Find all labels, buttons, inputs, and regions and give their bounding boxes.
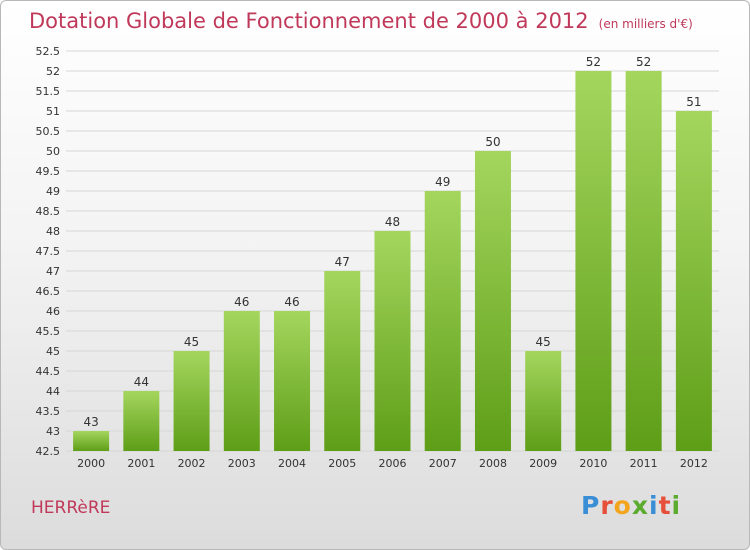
value-label: 47 xyxy=(335,255,350,269)
bar-2012 xyxy=(675,111,712,451)
bar-2010 xyxy=(575,71,612,451)
proxiti-logo[interactable]: Proxiti xyxy=(581,491,681,520)
x-tick-label: 2010 xyxy=(579,457,607,470)
value-label: 46 xyxy=(284,295,299,309)
y-tick-label: 52.5 xyxy=(36,45,61,58)
x-tick-label: 2006 xyxy=(379,457,407,470)
y-tick-label: 44.5 xyxy=(36,365,61,378)
bar-2007 xyxy=(424,191,461,451)
y-tick-label: 43 xyxy=(46,425,60,438)
y-tick-label: 51.5 xyxy=(36,85,61,98)
title-text: Dotation Globale de Fonctionnement de 20… xyxy=(29,9,589,33)
y-tick-label: 50 xyxy=(46,145,60,158)
value-label: 50 xyxy=(485,135,500,149)
x-axis-ticks: 2000 2001 2002 2003 2004 2005 2006 2007 2008 2009… xyxy=(77,457,708,470)
value-label: 52 xyxy=(636,55,651,69)
x-tick-label: 2003 xyxy=(228,457,256,470)
logo-letter: o xyxy=(613,491,632,520)
y-tick-label: 50.5 xyxy=(36,125,61,138)
logo-letter: i xyxy=(671,491,682,520)
x-tick-label: 2007 xyxy=(429,457,457,470)
y-tick-label: 48.5 xyxy=(36,205,61,218)
value-label: 52 xyxy=(586,55,601,69)
y-tick-label: 49.5 xyxy=(36,165,61,178)
x-tick-label: 2001 xyxy=(127,457,155,470)
value-label: 48 xyxy=(385,215,400,229)
chart-title: Dotation Globale de Fonctionnement de 20… xyxy=(29,9,693,33)
bar-2011 xyxy=(625,71,662,451)
x-tick-label: 2012 xyxy=(680,457,708,470)
y-tick-label: 49 xyxy=(46,185,60,198)
logo-letter: x xyxy=(631,491,649,520)
x-tick-label: 2005 xyxy=(328,457,356,470)
value-label: 45 xyxy=(536,335,551,349)
logo-letter: P xyxy=(581,491,601,520)
bar-2003 xyxy=(223,311,260,451)
x-tick-label: 2008 xyxy=(479,457,507,470)
bar-2001 xyxy=(123,391,160,451)
x-tick-label: 2002 xyxy=(178,457,206,470)
y-tick-label: 43.5 xyxy=(36,405,61,418)
y-tick-label: 48 xyxy=(46,225,60,238)
bar-2000 xyxy=(73,431,110,451)
value-labels: 43 44 45 46 46 47 48 49 50 45 52 52 51 xyxy=(83,55,701,429)
value-label: 43 xyxy=(83,415,98,429)
value-label: 49 xyxy=(435,175,450,189)
x-tick-label: 2009 xyxy=(529,457,557,470)
logo-letter: t xyxy=(658,491,672,520)
y-tick-label: 44 xyxy=(46,385,60,398)
commune-name: HERRèRE xyxy=(31,498,111,518)
bar-2002 xyxy=(173,351,210,451)
value-label: 44 xyxy=(134,375,149,389)
y-tick-label: 42.5 xyxy=(36,445,61,458)
bar-2005 xyxy=(324,271,361,451)
y-tick-label: 45 xyxy=(46,345,60,358)
y-tick-label: 45.5 xyxy=(36,325,61,338)
bar-2006 xyxy=(374,231,411,451)
y-tick-label: 51 xyxy=(46,105,60,118)
unit-label: (en milliers d'€) xyxy=(598,17,693,31)
y-tick-label: 47 xyxy=(46,265,60,278)
logo-letter: i xyxy=(649,491,659,520)
value-label: 51 xyxy=(686,95,701,109)
y-tick-label: 47.5 xyxy=(36,245,61,258)
bars xyxy=(73,71,712,451)
x-tick-label: 2000 xyxy=(77,457,105,470)
y-axis-ticks: 42.5 43 43.5 44 44.5 45 45.5 46 46.5 47 47.5 48 48.5… xyxy=(36,45,61,458)
value-label: 46 xyxy=(234,295,249,309)
value-label: 45 xyxy=(184,335,199,349)
logo-letter: r xyxy=(600,491,614,520)
y-tick-label: 46 xyxy=(46,305,60,318)
bar-2008 xyxy=(474,151,511,451)
x-tick-label: 2011 xyxy=(630,457,658,470)
y-tick-label: 46.5 xyxy=(36,285,61,298)
bar-2004 xyxy=(274,311,311,451)
x-tick-label: 2004 xyxy=(278,457,306,470)
y-tick-label: 52 xyxy=(46,65,60,78)
bar-2009 xyxy=(525,351,562,451)
